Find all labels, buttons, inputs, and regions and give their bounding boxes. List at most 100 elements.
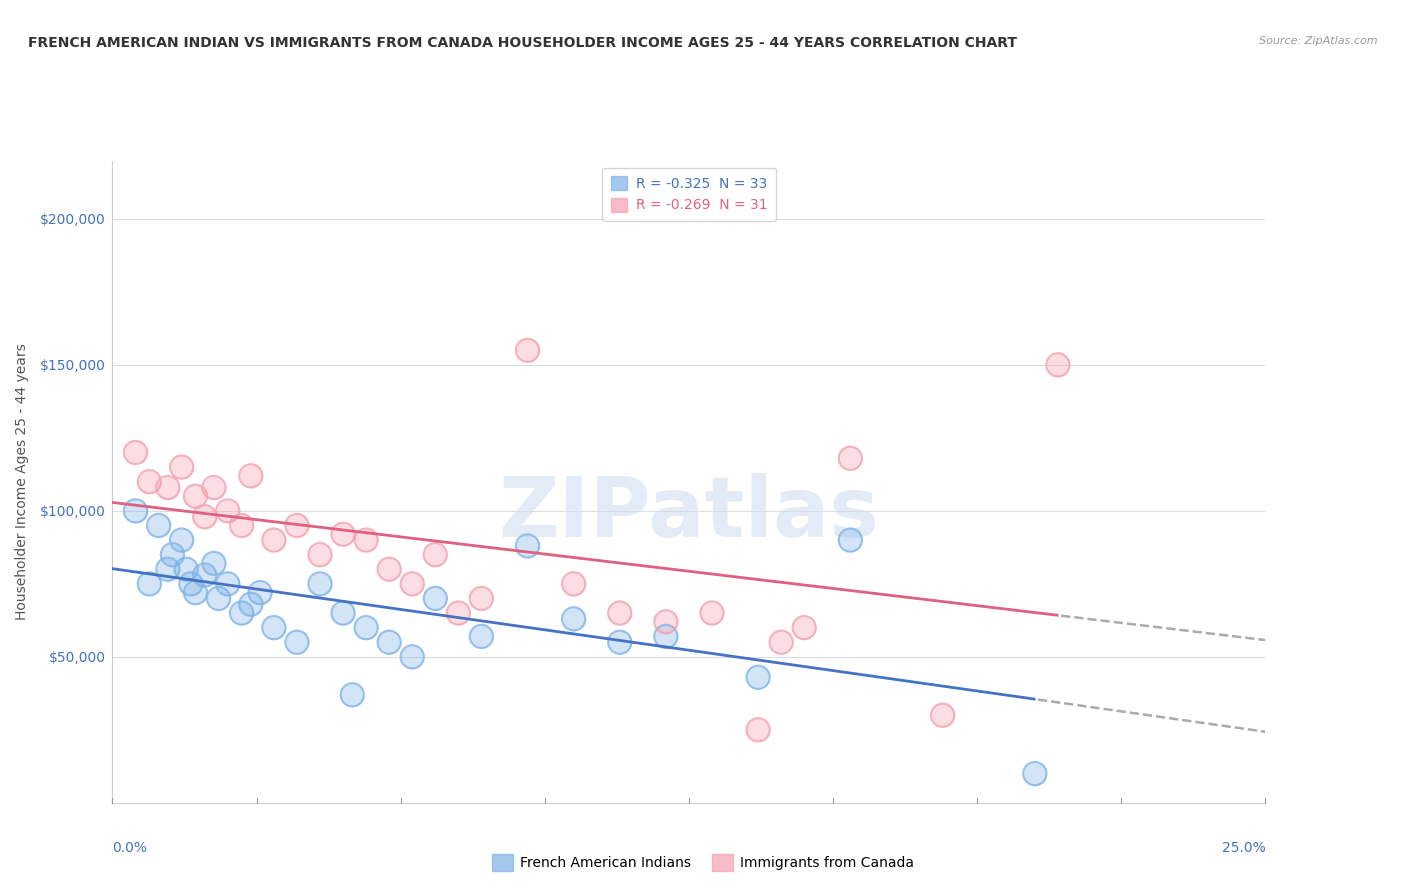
Point <box>263 533 285 547</box>
Point <box>239 597 262 611</box>
Point <box>931 708 953 723</box>
Point <box>700 606 723 620</box>
Point <box>1024 766 1046 780</box>
Point <box>700 606 723 620</box>
Point <box>202 481 225 495</box>
Point <box>470 629 492 643</box>
Text: Source: ZipAtlas.com: Source: ZipAtlas.com <box>1260 36 1378 45</box>
Point <box>378 635 401 649</box>
Point <box>162 548 184 562</box>
Point <box>401 649 423 664</box>
Point <box>174 562 197 576</box>
Point <box>156 562 179 576</box>
Point <box>747 670 769 684</box>
Point <box>562 577 585 591</box>
Legend: French American Indians, Immigrants from Canada: French American Indians, Immigrants from… <box>486 848 920 876</box>
Point <box>1024 766 1046 780</box>
Point <box>184 489 207 503</box>
Point <box>263 621 285 635</box>
Point <box>609 635 631 649</box>
Point <box>401 649 423 664</box>
Point <box>354 533 377 547</box>
Point <box>263 621 285 635</box>
Point <box>249 585 271 599</box>
Point <box>562 612 585 626</box>
Point <box>655 629 678 643</box>
Point <box>138 475 160 489</box>
Point <box>202 481 225 495</box>
Text: ZIPatlas: ZIPatlas <box>499 474 879 554</box>
Point <box>249 585 271 599</box>
Point <box>148 518 170 533</box>
Point <box>156 562 179 576</box>
Point <box>124 504 146 518</box>
Point <box>1046 358 1069 372</box>
Point <box>285 518 308 533</box>
Point <box>747 670 769 684</box>
Point <box>184 585 207 599</box>
Point <box>194 509 217 524</box>
Point <box>285 635 308 649</box>
Point <box>217 504 239 518</box>
Point <box>309 577 332 591</box>
Point <box>839 451 862 466</box>
Point <box>194 568 217 582</box>
Point <box>516 343 538 358</box>
Text: 25.0%: 25.0% <box>1222 841 1265 855</box>
Point <box>516 539 538 553</box>
Point <box>285 518 308 533</box>
Point <box>217 577 239 591</box>
Point <box>447 606 470 620</box>
Legend: R = -0.325  N = 33, R = -0.269  N = 31: R = -0.325 N = 33, R = -0.269 N = 31 <box>602 168 776 220</box>
Point <box>609 635 631 649</box>
Point <box>470 629 492 643</box>
Point <box>401 577 423 591</box>
Point <box>470 591 492 606</box>
Point <box>378 562 401 576</box>
Point <box>217 577 239 591</box>
Point <box>516 539 538 553</box>
Point <box>184 489 207 503</box>
Point <box>231 518 253 533</box>
Point <box>207 591 229 606</box>
Point <box>138 475 160 489</box>
Point <box>747 723 769 737</box>
Point <box>170 533 193 547</box>
Point <box>378 635 401 649</box>
Point <box>839 451 862 466</box>
Point <box>285 635 308 649</box>
Point <box>174 562 197 576</box>
Point <box>332 527 354 541</box>
Point <box>239 597 262 611</box>
Point <box>1046 358 1069 372</box>
Point <box>378 562 401 576</box>
Point <box>180 577 202 591</box>
Point <box>332 606 354 620</box>
Point <box>655 629 678 643</box>
Point <box>516 343 538 358</box>
Point <box>931 708 953 723</box>
Point <box>770 635 793 649</box>
Point <box>231 606 253 620</box>
Point <box>124 445 146 459</box>
Point <box>184 585 207 599</box>
Point <box>217 504 239 518</box>
Point <box>194 568 217 582</box>
Point <box>793 621 815 635</box>
Point <box>655 615 678 629</box>
Point <box>747 723 769 737</box>
Point <box>231 518 253 533</box>
Point <box>470 591 492 606</box>
Point <box>401 577 423 591</box>
Point <box>162 548 184 562</box>
Point <box>425 548 447 562</box>
Point <box>655 615 678 629</box>
Text: 0.0%: 0.0% <box>112 841 148 855</box>
Point <box>332 606 354 620</box>
Point <box>770 635 793 649</box>
Point <box>156 481 179 495</box>
Point <box>170 460 193 475</box>
Point <box>839 533 862 547</box>
Point <box>609 606 631 620</box>
Point <box>156 481 179 495</box>
